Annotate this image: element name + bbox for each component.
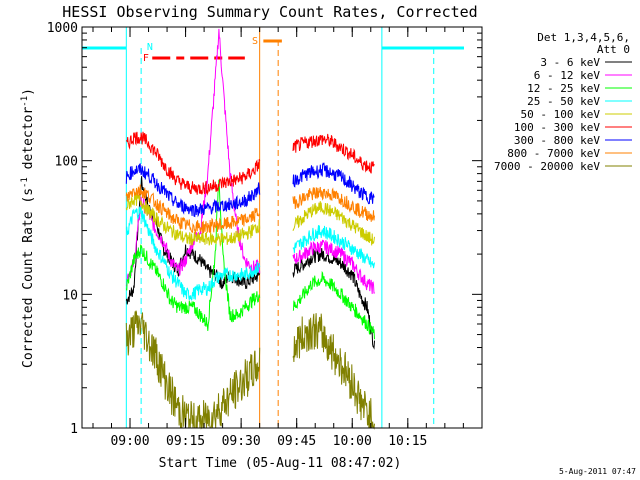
x-axis-ticks: 09:00 09:15 09:30 09:45 10:00 10:15 (92, 27, 464, 449)
x-tick-label: 10:00 (333, 434, 372, 449)
y-tick-label: 10 (62, 288, 78, 303)
segment-markers-layer (82, 27, 464, 428)
series-line (292, 186, 375, 222)
y-tick-label: 1000 (47, 21, 78, 36)
series-line (125, 179, 261, 331)
legend-entry-label: 300 - 800 keV (514, 134, 600, 147)
annotation-label: S (252, 36, 258, 47)
chart-title: HESSI Observing Summary Count Rates, Cor… (62, 3, 477, 21)
series-line (125, 163, 261, 218)
series-line (292, 239, 375, 294)
y-tick-label: 100 (55, 155, 78, 170)
series-line (125, 184, 261, 234)
series-line (125, 28, 261, 287)
legend-entry-label: 7000 - 20000 keV (494, 160, 600, 173)
series-line (125, 192, 261, 248)
annotation-label: F (143, 53, 149, 64)
x-tick-label: 09:30 (222, 434, 261, 449)
x-axis-label: Start Time (05-Aug-11 08:47:02) (159, 456, 402, 471)
x-tick-label: 09:00 (110, 434, 149, 449)
series-line (292, 270, 375, 340)
y-axis-label-exponent: -1 (20, 177, 30, 188)
y-axis-label: Corrected Count Rate (s-1 detector-1) (20, 88, 36, 368)
y-axis-label-detector: detector (21, 107, 36, 178)
y-tick-label: 1 (70, 422, 78, 437)
legend-entry-label: 100 - 300 keV (514, 121, 600, 134)
legend-header: Det 1,3,4,5,6, (537, 31, 630, 44)
legend-header: Att 0 (597, 43, 630, 56)
legend-entry-label: 6 - 12 keV (534, 69, 601, 82)
series-line (125, 310, 261, 430)
series-line (126, 131, 261, 196)
x-tick-label: 09:15 (166, 434, 205, 449)
plot-frame (81, 26, 483, 429)
series-line (292, 133, 375, 174)
x-tick-label: 09:45 (277, 434, 316, 449)
x-tick-label: 10:15 (388, 434, 427, 449)
y-axis-label-exponent: -1 (20, 96, 30, 107)
y-axis-label-close: ) (21, 88, 36, 96)
legend-entry-label: 3 - 6 keV (540, 56, 600, 69)
series-line (292, 225, 375, 269)
series-line (292, 313, 375, 430)
annotation-label: N (147, 42, 153, 53)
series-line (292, 162, 375, 205)
timestamp: 5-Aug-2011 07:47 (559, 467, 636, 476)
series-line (292, 201, 375, 246)
series-layer (125, 28, 375, 430)
legend-entry-label: 800 - 7000 keV (507, 147, 600, 160)
legend-entry-label: 12 - 25 keV (527, 82, 600, 95)
legend-entry-label: 25 - 50 keV (527, 95, 600, 108)
annotation-layer: NF S (143, 36, 258, 64)
series-line (125, 206, 261, 301)
legend-entry-label: 50 - 100 keV (521, 108, 601, 121)
y-axis-ticks: 1 10 100 1000 (47, 21, 482, 437)
y-axis-label-text: Corrected Count Rate (s (21, 188, 36, 368)
